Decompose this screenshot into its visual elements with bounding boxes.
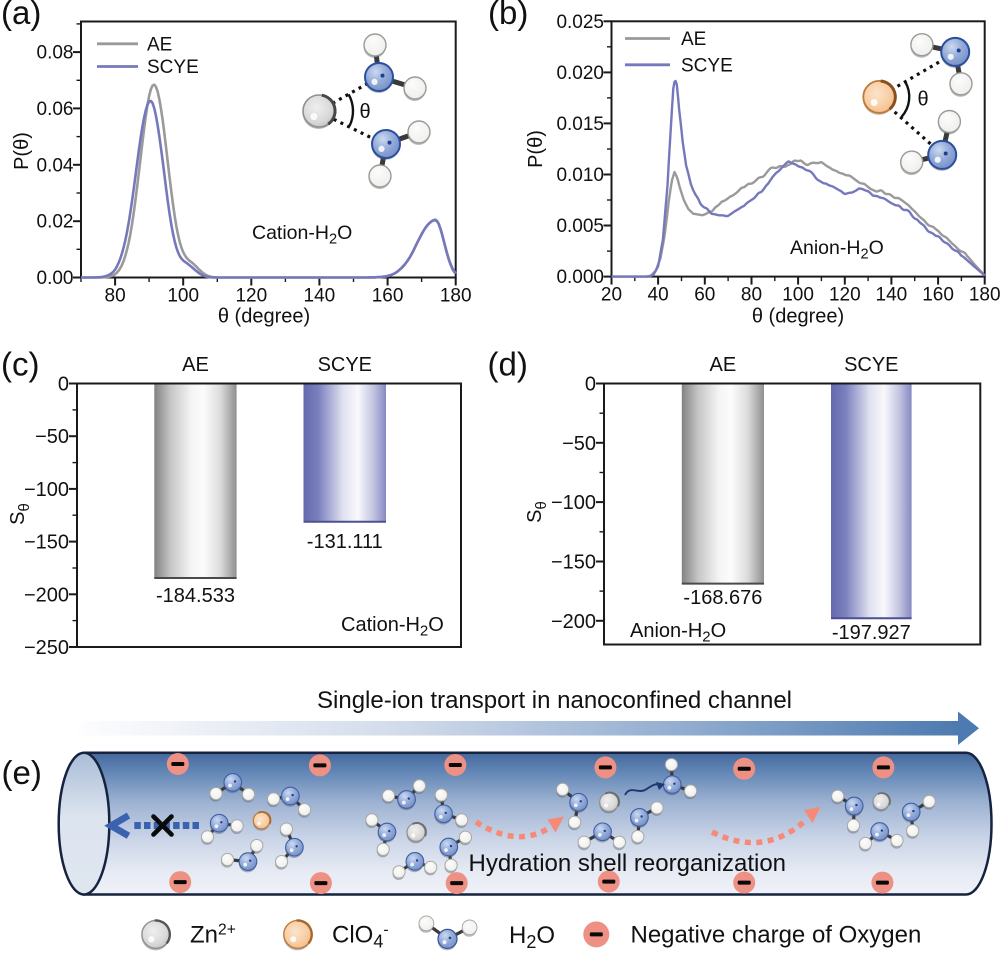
- svg-text:0.06: 0.06: [37, 99, 74, 120]
- svg-text:180: 180: [969, 285, 1000, 306]
- svg-text:SCYE: SCYE: [844, 354, 898, 376]
- svg-text:0.015: 0.015: [556, 114, 604, 135]
- svg-text:(e): (e): [2, 754, 42, 791]
- svg-text:(b): (b): [488, 0, 528, 31]
- svg-text:-131.111: -131.111: [307, 531, 383, 553]
- svg-text:-168.676: -168.676: [683, 587, 762, 609]
- svg-text:−100: −100: [24, 479, 69, 501]
- svg-text:(c): (c): [1, 346, 39, 383]
- svg-text:Cation-H2O: Cation-H2O: [341, 614, 444, 640]
- svg-text:0.08: 0.08: [37, 43, 74, 64]
- svg-text:SCYE: SCYE: [147, 57, 199, 78]
- svg-text:−150: −150: [551, 552, 596, 574]
- svg-text:80: 80: [741, 285, 762, 306]
- svg-text:(a): (a): [1, 0, 41, 31]
- svg-text:−250: −250: [24, 637, 69, 659]
- svg-text:140: 140: [304, 286, 336, 307]
- svg-text:Hydration shell reorganization: Hydration shell reorganization: [469, 850, 787, 877]
- svg-text:AE: AE: [147, 35, 172, 56]
- svg-text:20: 20: [601, 285, 622, 306]
- svg-text:100: 100: [782, 285, 814, 306]
- svg-text:ClO4-: ClO4-: [332, 922, 389, 952]
- svg-text:AE: AE: [182, 354, 209, 376]
- svg-text:180: 180: [440, 286, 472, 307]
- svg-text:(d): (d): [488, 346, 528, 383]
- svg-text:-197.927: -197.927: [832, 622, 911, 644]
- svg-text:θ: θ: [917, 89, 928, 111]
- svg-text:AE: AE: [710, 354, 737, 376]
- svg-text:0: 0: [58, 374, 69, 396]
- svg-text:0.005: 0.005: [556, 216, 604, 237]
- svg-text:−200: −200: [551, 611, 596, 633]
- svg-text:120: 120: [829, 285, 861, 306]
- svg-text:160: 160: [922, 285, 954, 306]
- svg-text:−200: −200: [24, 584, 69, 606]
- svg-text:Single-ion transport in nanoco: Single-ion transport in nanoconfined cha…: [317, 687, 792, 714]
- svg-text:Negative charge of Oxygen: Negative charge of Oxygen: [631, 922, 922, 949]
- svg-text:SCYE: SCYE: [318, 354, 372, 376]
- svg-text:Cation-H2O: Cation-H2O: [252, 222, 352, 248]
- svg-text:P(θ): P(θ): [525, 130, 547, 168]
- svg-text:−50: −50: [562, 433, 596, 455]
- svg-text:140: 140: [876, 285, 908, 306]
- svg-text:160: 160: [372, 286, 404, 307]
- svg-text:−150: −150: [24, 532, 69, 554]
- svg-text:0.020: 0.020: [556, 63, 604, 84]
- svg-text:120: 120: [235, 286, 267, 307]
- svg-text:AE: AE: [681, 29, 706, 50]
- svg-text:60: 60: [694, 285, 715, 306]
- svg-text:P(θ): P(θ): [11, 132, 33, 170]
- svg-text:80: 80: [105, 286, 126, 307]
- svg-text:θ (degree): θ (degree): [218, 306, 310, 328]
- svg-text:0: 0: [585, 374, 596, 396]
- svg-text:Anion-H2O: Anion-H2O: [790, 237, 884, 263]
- svg-text:0.000: 0.000: [556, 267, 604, 288]
- svg-text:SCYE: SCYE: [681, 56, 733, 77]
- svg-text:Anion-H2O: Anion-H2O: [630, 620, 726, 646]
- svg-text:−50: −50: [35, 426, 69, 448]
- svg-text:θ (degree): θ (degree): [752, 306, 844, 328]
- svg-text:−100: −100: [551, 492, 596, 514]
- svg-text:0.02: 0.02: [37, 212, 74, 233]
- svg-text:40: 40: [648, 285, 669, 306]
- svg-text:100: 100: [167, 286, 199, 307]
- svg-text:0.010: 0.010: [556, 165, 604, 186]
- svg-text:θ: θ: [359, 101, 370, 123]
- svg-text:0.025: 0.025: [556, 12, 604, 33]
- svg-text:0.04: 0.04: [37, 155, 74, 176]
- svg-text:0.00: 0.00: [37, 268, 74, 289]
- svg-text:-184.533: -184.533: [156, 585, 235, 607]
